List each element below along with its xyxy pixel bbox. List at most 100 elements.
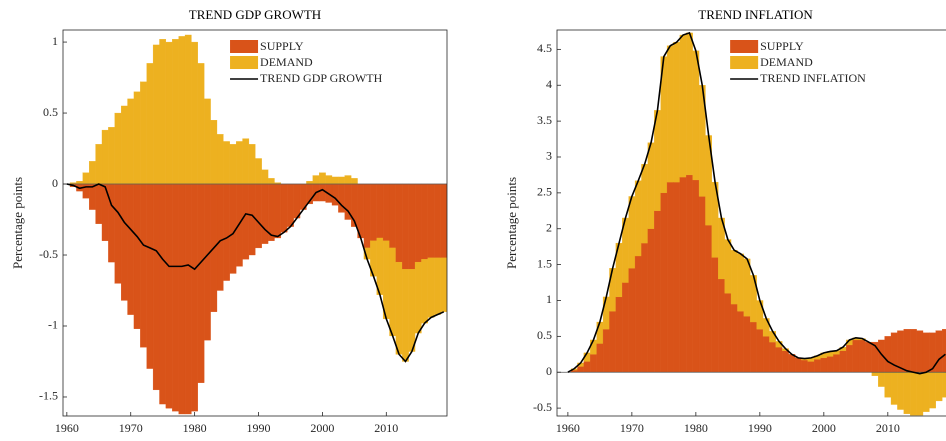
y-axis-label: Percentage points [10, 177, 25, 269]
bar-segment [76, 181, 83, 185]
bar-segment [95, 144, 103, 185]
bar-segment [363, 183, 371, 249]
bar-segment [590, 354, 597, 373]
bar-segment [724, 293, 732, 373]
y-tick-label: 2 [546, 220, 552, 234]
y-tick-label: 0 [52, 176, 58, 190]
panel: -0.5 0 0.5 1 1.5 2 2.5 3 3.5 4 4.5 1960 1970 1980 1990… [504, 7, 946, 435]
bar-segment [724, 239, 732, 294]
bar-segment [152, 183, 160, 391]
bar-segment [769, 331, 776, 343]
bar-segment [389, 183, 397, 249]
bar-segment [903, 329, 911, 373]
bar-segment [261, 169, 269, 185]
bar-segment [590, 339, 597, 355]
bar-segment [903, 372, 911, 414]
bar-segment [338, 176, 345, 185]
bar-segment [408, 183, 416, 270]
bar-segment [165, 41, 173, 185]
bar-segment [750, 321, 757, 373]
bar-segment [370, 183, 377, 241]
bar-segment [666, 45, 674, 183]
bar-segment [325, 175, 333, 185]
y-axis-label: Percentage points [504, 177, 519, 269]
bar-segment [434, 257, 441, 315]
bar-segment [692, 179, 700, 373]
bar-segment [331, 176, 339, 185]
bar-segment [306, 181, 313, 185]
bar-segment [319, 172, 326, 185]
bar-segment [673, 42, 681, 183]
bar-segment [414, 183, 422, 263]
bar-segment [852, 339, 860, 373]
bar-segment [666, 181, 674, 373]
chart-title: TREND INFLATION [698, 7, 813, 22]
bar-segment [935, 372, 943, 402]
bar-segment [89, 161, 96, 185]
bar-segment [427, 257, 435, 318]
bar-segment [814, 359, 821, 373]
bar-segment [255, 158, 262, 185]
bar-segment [197, 183, 205, 383]
bar-segment [922, 372, 930, 412]
bar-segment [216, 134, 224, 185]
bar-segment [376, 183, 384, 239]
bar-segment [922, 332, 930, 373]
bar-segment [634, 255, 642, 373]
bar-segment [434, 183, 441, 259]
bar-segment [641, 164, 649, 244]
bar-segment [673, 181, 681, 373]
bar-segment [654, 210, 661, 373]
bar-segment [140, 81, 147, 185]
bar-segment [628, 268, 636, 373]
bar-segment [686, 174, 693, 373]
bar-segment [312, 175, 320, 185]
legend-label: SUPPLY [760, 39, 804, 53]
bar-segment [839, 350, 847, 373]
bar-segment [108, 127, 115, 185]
bar-segment [133, 91, 141, 185]
y-tick-label: -1.5 [39, 389, 58, 403]
x-tick-label: 1980 [183, 421, 207, 435]
bar-segment [274, 183, 282, 239]
bar-segment [647, 228, 655, 373]
bar-segment [178, 36, 186, 185]
bar-segment [743, 316, 751, 373]
bar-segment [204, 98, 211, 185]
bar-segment [622, 282, 629, 373]
bar-segment [628, 196, 636, 269]
bar-segment [248, 144, 256, 185]
y-tick-label: 4 [546, 77, 552, 91]
axes-box [62, 29, 448, 417]
bar-segment [718, 278, 725, 373]
bar-segment [184, 34, 192, 185]
bar-segment [737, 311, 744, 373]
panel: -1.5 -1 -0.5 0 0.5 1 1960 1970 1980 1990 2000 2010 T… [10, 7, 448, 435]
bar-segment [846, 344, 853, 373]
bar-segment [711, 257, 719, 373]
bar-segment [95, 183, 103, 224]
bar-segment [440, 257, 447, 312]
bar-segment [647, 142, 655, 229]
bar-segment [389, 247, 397, 337]
y-tick-label: -1 [48, 318, 58, 332]
bar-segment [114, 183, 122, 284]
bar-segment [172, 39, 179, 185]
legend-label: DEMAND [760, 55, 813, 69]
x-tick-label: 2010 [374, 421, 398, 435]
x-tick-label: 1990 [247, 421, 271, 435]
bar-segment [223, 183, 230, 281]
bar-segment [615, 296, 623, 373]
bar-segment [287, 183, 294, 227]
bar-segment [382, 240, 390, 320]
bar-segment [641, 242, 649, 373]
bar-segment [910, 372, 917, 416]
bar-segment [82, 172, 90, 185]
bar-segment [108, 183, 115, 263]
x-tick-label: 1960 [556, 421, 580, 435]
trend-line [66, 183, 445, 363]
bar-segment [120, 105, 128, 185]
plot-area [557, 31, 946, 416]
bar-segment [705, 225, 712, 373]
y-tick-label: 1.5 [537, 256, 552, 270]
